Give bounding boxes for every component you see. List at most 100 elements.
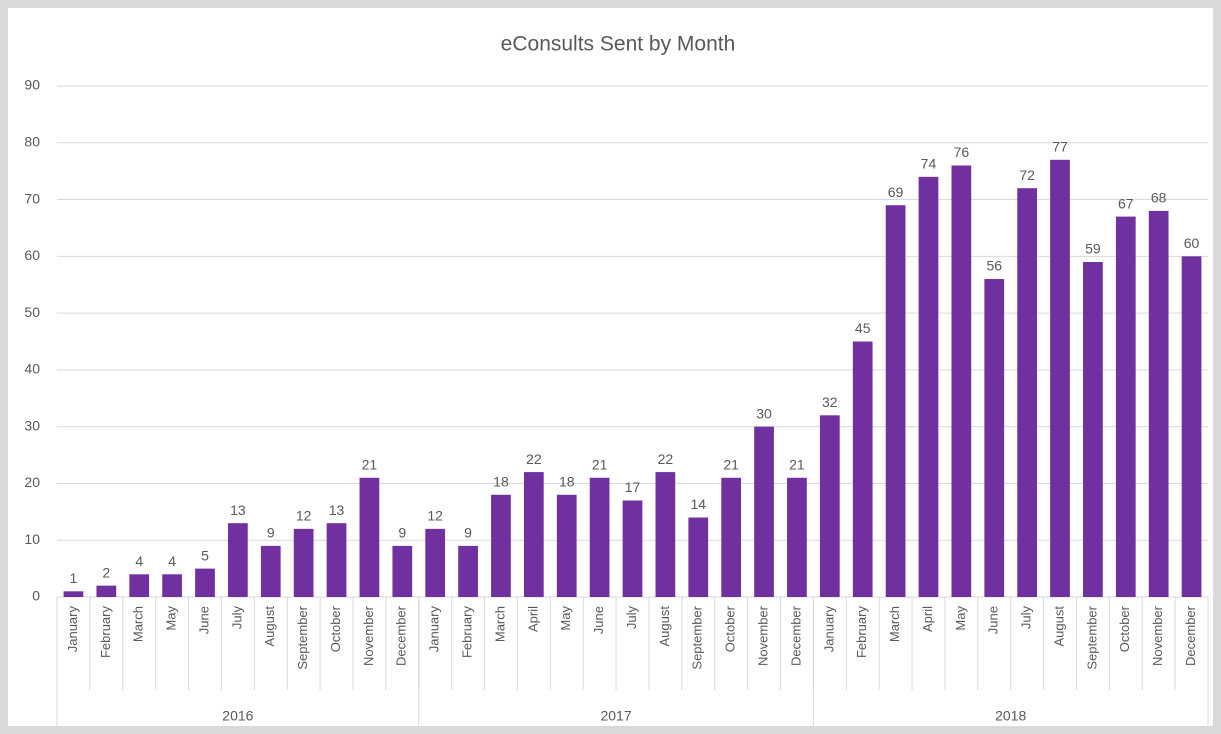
data-label: 1 xyxy=(70,570,78,586)
data-label: 18 xyxy=(559,474,575,490)
x-tick-label: May xyxy=(164,606,179,631)
y-tick-label: 60 xyxy=(24,247,40,263)
x-tick-label: March xyxy=(131,606,146,642)
data-label: 77 xyxy=(1052,139,1068,155)
x-tick-label: May xyxy=(558,606,573,631)
x-tick-label: June xyxy=(591,606,606,634)
data-label: 32 xyxy=(822,394,838,410)
bar xyxy=(1148,210,1169,597)
x-tick-label: February xyxy=(460,606,475,659)
data-label: 30 xyxy=(756,405,772,421)
bar xyxy=(195,568,215,597)
x-tick-label: November xyxy=(361,605,376,666)
data-label: 56 xyxy=(986,258,1002,274)
data-label: 68 xyxy=(1151,190,1167,206)
bar xyxy=(754,426,774,597)
bar xyxy=(622,500,643,597)
x-tick-label: October xyxy=(328,605,343,652)
bar xyxy=(655,472,676,597)
data-label: 60 xyxy=(1184,235,1200,251)
bar xyxy=(556,494,577,597)
bar xyxy=(129,574,150,597)
bar xyxy=(162,574,182,597)
bar xyxy=(1050,159,1070,598)
x-tick-label: August xyxy=(657,606,672,647)
data-label: 67 xyxy=(1118,195,1134,211)
bar xyxy=(1083,262,1103,597)
bar xyxy=(1017,188,1037,597)
x-tick-label: December xyxy=(394,605,409,666)
group-label: 2016 xyxy=(222,708,253,724)
bar xyxy=(458,545,478,597)
data-label: 9 xyxy=(464,525,472,541)
bar xyxy=(491,494,511,597)
bar xyxy=(819,415,840,597)
y-tick-label: 10 xyxy=(24,531,40,547)
data-label: 21 xyxy=(789,456,805,472)
bar xyxy=(852,341,873,597)
x-tick-label: April xyxy=(920,606,935,632)
bar xyxy=(326,523,347,597)
bar xyxy=(425,528,446,597)
data-label: 4 xyxy=(168,553,176,569)
data-label: 17 xyxy=(625,479,641,495)
bar xyxy=(96,585,117,597)
bar xyxy=(951,165,972,597)
x-tick-label: August xyxy=(1051,606,1066,647)
data-label: 9 xyxy=(398,525,406,541)
y-tick-label: 70 xyxy=(24,190,40,206)
bar xyxy=(918,176,939,597)
data-label: 18 xyxy=(493,474,509,490)
x-tick-label: March xyxy=(492,606,507,642)
bar xyxy=(260,545,281,597)
data-label: 12 xyxy=(427,508,443,524)
bar xyxy=(228,523,248,597)
bar xyxy=(787,477,807,597)
bar xyxy=(359,477,380,597)
x-tick-label: September xyxy=(295,605,310,669)
y-tick-label: 50 xyxy=(24,304,40,320)
data-label: 14 xyxy=(690,496,706,512)
x-tick-label: January xyxy=(821,606,836,653)
data-label: 9 xyxy=(267,525,275,541)
x-tick-label: June xyxy=(196,606,211,634)
data-label: 2 xyxy=(102,564,110,580)
data-label: 69 xyxy=(888,184,904,200)
data-label: 22 xyxy=(526,451,542,467)
x-tick-label: December xyxy=(788,605,803,666)
x-tick-label: July xyxy=(624,606,639,630)
x-tick-label: October xyxy=(1117,605,1132,652)
data-label: 74 xyxy=(921,156,937,172)
x-tick-label: August xyxy=(262,606,277,647)
x-tick-label: June xyxy=(986,606,1001,634)
bar xyxy=(721,477,742,597)
data-label: 13 xyxy=(230,502,246,518)
x-tick-label: April xyxy=(525,606,540,632)
data-label: 21 xyxy=(592,456,608,472)
data-label: 21 xyxy=(362,456,378,472)
bar xyxy=(1181,256,1202,597)
bar xyxy=(885,205,906,597)
data-label: 72 xyxy=(1019,167,1035,183)
x-tick-label: January xyxy=(65,606,80,653)
x-tick-label: March xyxy=(887,606,902,642)
bar xyxy=(63,591,84,597)
bar xyxy=(589,477,610,597)
y-tick-label: 0 xyxy=(32,588,40,604)
x-tick-label: October xyxy=(723,605,738,652)
x-tick-label: September xyxy=(690,605,705,669)
x-tick-label: January xyxy=(427,606,442,653)
x-tick-label: September xyxy=(1084,605,1099,669)
x-tick-label: July xyxy=(1019,606,1034,630)
data-label: 13 xyxy=(329,502,345,518)
y-tick-label: 40 xyxy=(24,361,40,377)
x-tick-label: May xyxy=(953,606,968,631)
x-tick-label: November xyxy=(1150,605,1165,666)
y-tick-label: 90 xyxy=(24,77,40,93)
data-label: 22 xyxy=(658,451,674,467)
group-label: 2017 xyxy=(600,708,631,724)
data-label: 21 xyxy=(723,456,739,472)
x-tick-label: February xyxy=(98,606,113,659)
